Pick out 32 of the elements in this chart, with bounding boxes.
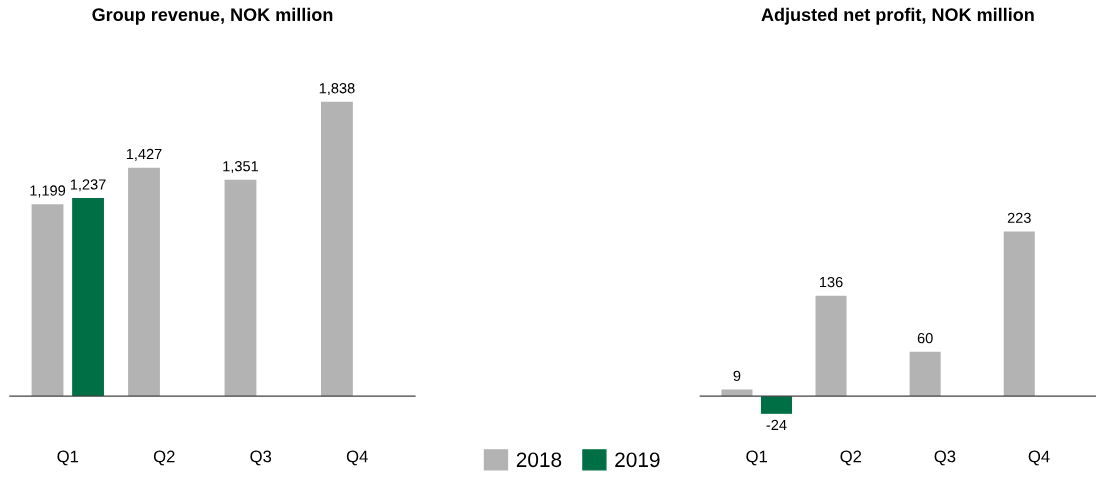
data-label: 1,199: [30, 185, 66, 198]
data-label: 223: [1007, 212, 1031, 224]
bar: [1003, 231, 1035, 397]
x-tick-label: Q2: [840, 450, 862, 466]
data-label: 1,838: [319, 83, 355, 96]
bar: [760, 396, 792, 414]
data-label: 136: [820, 276, 843, 288]
legend-label: 2018: [516, 452, 562, 468]
data-label: 9: [733, 370, 741, 382]
bar: [31, 204, 64, 397]
data-label: 1,351: [223, 161, 259, 174]
x-tick-label: Q4: [346, 450, 368, 466]
chart-title: Group revenue, NOK million: [92, 7, 333, 25]
bar: [224, 179, 257, 397]
bar: [321, 101, 353, 397]
x-tick-label: Q2: [153, 450, 175, 466]
bar: [128, 167, 160, 397]
data-label: 1,237: [70, 179, 106, 192]
bar: [721, 389, 753, 397]
x-tick-label: Q3: [934, 450, 956, 466]
x-tick-label: Q3: [250, 450, 272, 466]
bar: [909, 351, 941, 397]
bar: [815, 295, 847, 397]
x-tick-label: Q1: [746, 450, 768, 466]
data-label: 1,427: [126, 148, 162, 161]
bar: [72, 198, 104, 397]
legend-label: 2019: [615, 452, 660, 468]
x-tick-label: Q4: [1028, 450, 1050, 466]
data-label: 60: [917, 333, 933, 344]
data-label: -24: [766, 419, 787, 430]
x-tick-label: Q1: [57, 450, 79, 466]
chart-title: Adjusted net profit, NOK million: [761, 7, 1034, 25]
